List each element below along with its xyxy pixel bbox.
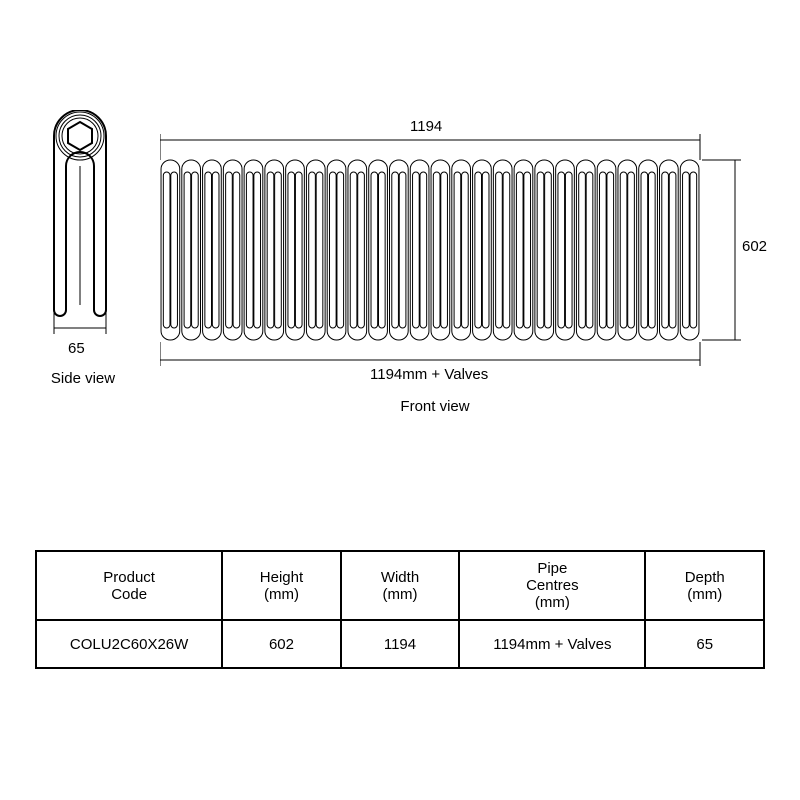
col-header: Pipe [537, 560, 567, 577]
col-header: Width [381, 569, 419, 586]
col-header: Depth [685, 569, 725, 586]
col-header: Height [260, 569, 303, 586]
spec-table: ProductCode Height(mm) Width(mm) PipeCen… [35, 550, 765, 669]
cell-depth: 65 [645, 620, 764, 668]
cell-product-code: COLU2C60X26W [36, 620, 222, 668]
front-width-top-label: 1194 [410, 118, 442, 135]
side-view: 65 Side view [40, 110, 120, 345]
cell-height: 602 [222, 620, 341, 668]
col-header-sub: Centres [526, 577, 579, 594]
front-view: 1194 602 1194mm + Valves Front view [160, 130, 780, 395]
front-view-label: Front view [385, 398, 485, 415]
front-width-bottom-label: 1194mm + Valves [370, 366, 488, 383]
col-header-sub: (mm) [382, 586, 417, 603]
col-header-sub: (mm) [687, 586, 722, 603]
col-header-sub2: (mm) [535, 594, 570, 611]
cell-width: 1194 [341, 620, 460, 668]
front-view-svg [160, 130, 780, 390]
side-view-label: Side view [38, 370, 128, 387]
front-height-label: 602 [742, 238, 767, 255]
col-header: Product [103, 569, 155, 586]
side-depth-label: 65 [68, 340, 85, 357]
table-row: COLU2C60X26W 602 1194 1194mm + Valves 65 [36, 620, 764, 668]
cell-pipe-centres: 1194mm + Valves [459, 620, 645, 668]
col-header-sub: Code [111, 586, 147, 603]
side-view-svg [40, 110, 120, 340]
table-header-row: ProductCode Height(mm) Width(mm) PipeCen… [36, 551, 764, 620]
col-header-sub: (mm) [264, 586, 299, 603]
diagram-area: 65 Side view [0, 100, 800, 500]
spec-table-area: ProductCode Height(mm) Width(mm) PipeCen… [35, 550, 765, 669]
